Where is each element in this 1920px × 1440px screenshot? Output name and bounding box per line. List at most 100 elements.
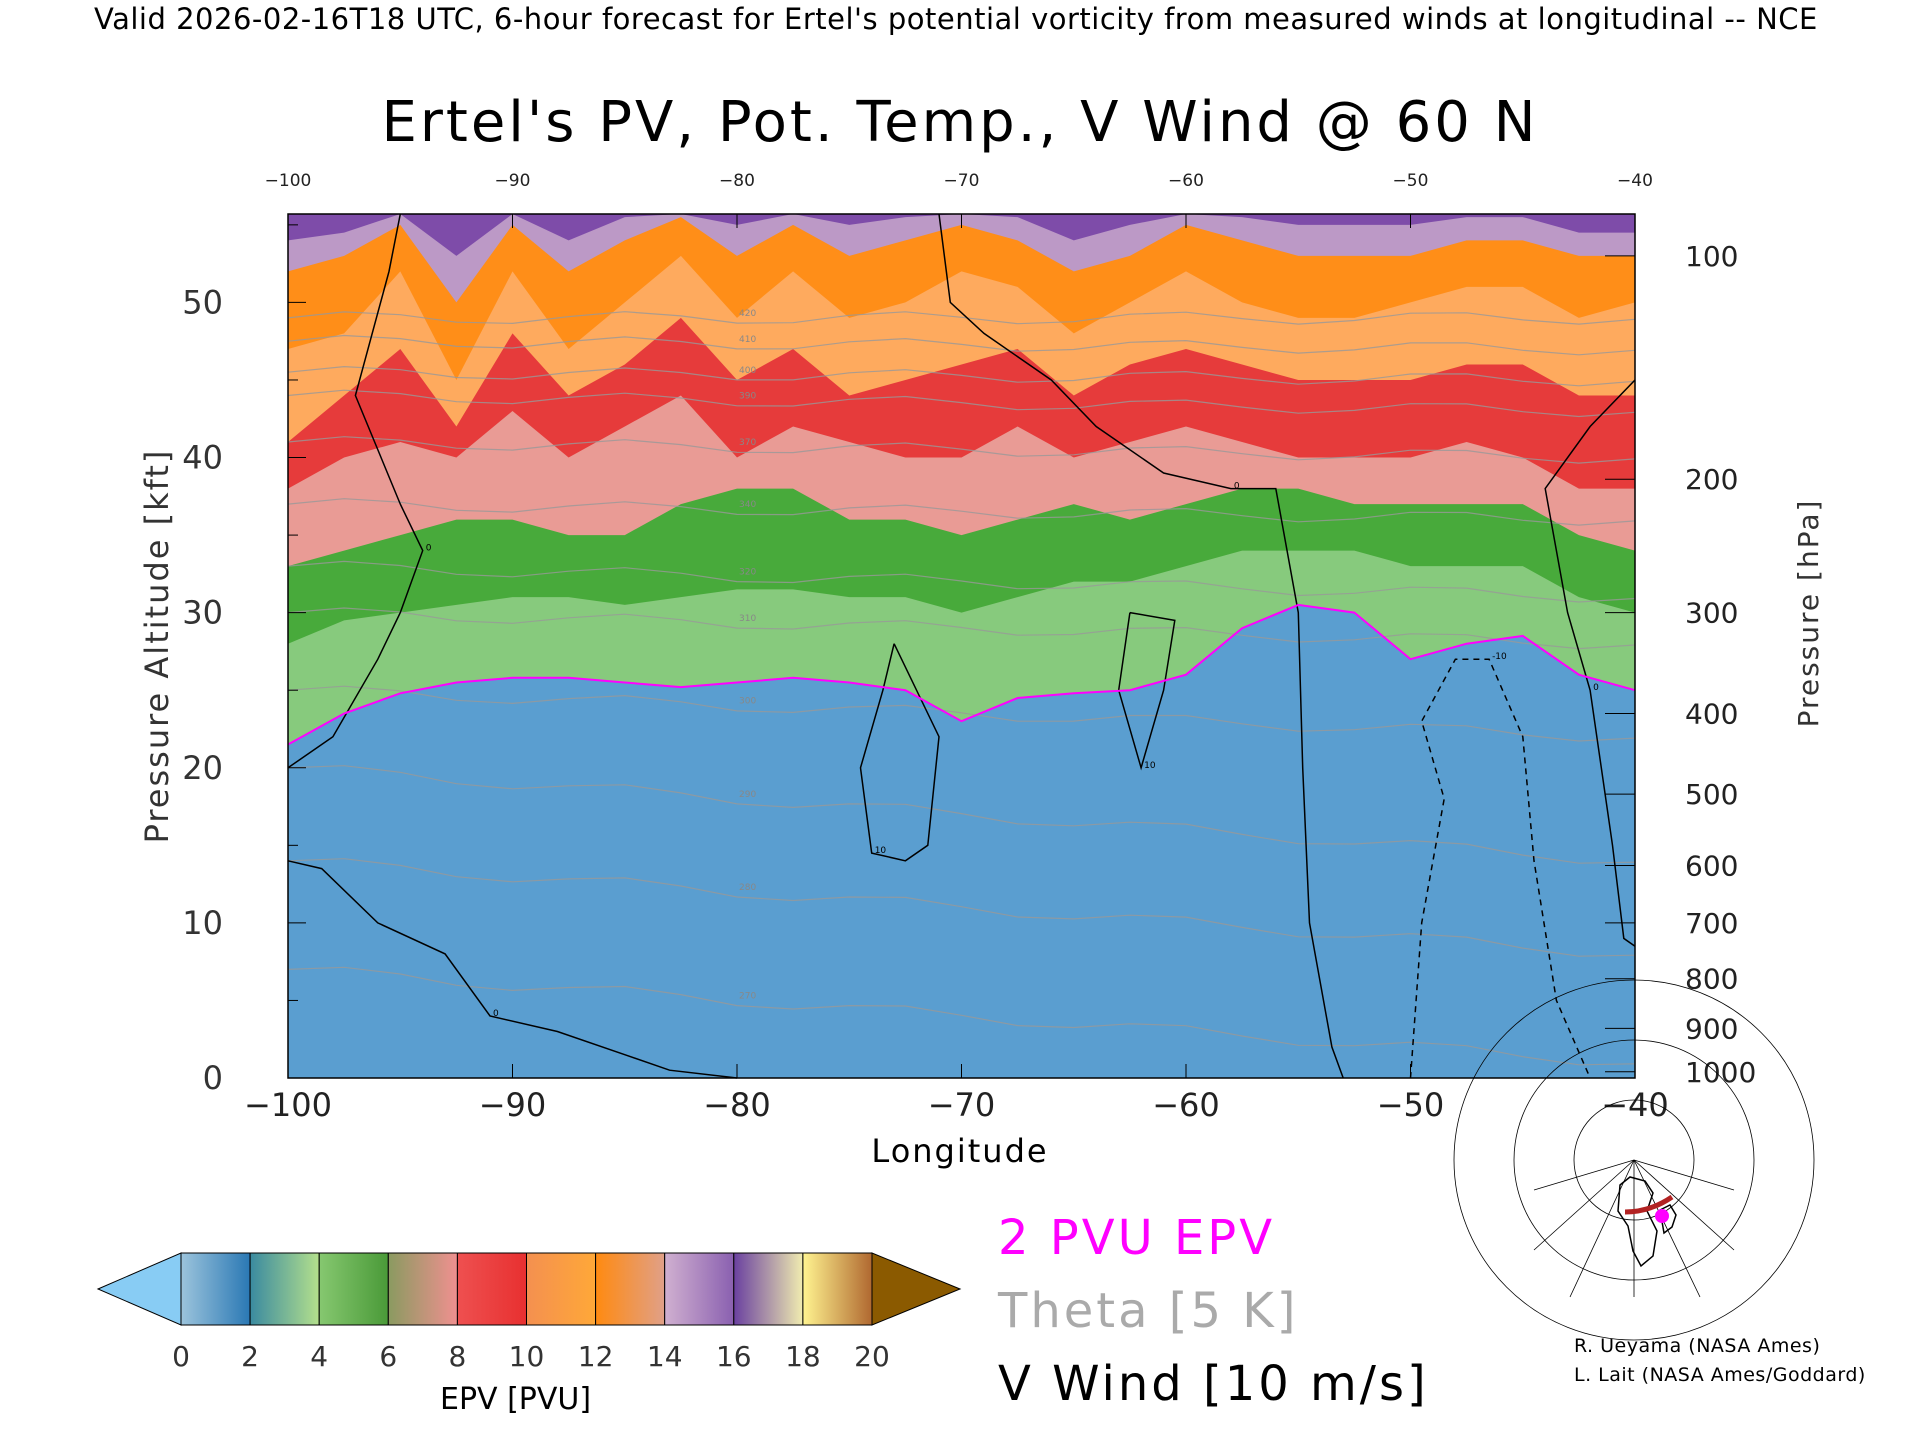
colorbar-tick-label: 14 [647,1340,683,1373]
x-tick-label-top: −100 [265,171,312,191]
locator-map [1453,979,1815,1341]
v-wind-label: -10 [1492,652,1507,662]
y2-axis-label: Pressure [hPa] [1792,499,1825,728]
theta-label: 340 [739,500,756,510]
theta-line [287,607,1636,650]
y-axis-label: Pressure Altitude [kft] [138,449,176,844]
x-tick-label-top: −60 [1168,171,1204,191]
colorbar-tick-label: 6 [379,1340,397,1373]
pressure-tick-label: 1000 [1685,1056,1756,1089]
theta-label: 310 [739,614,756,624]
v-wind-contours: 0 0 0 10 10 0 -10 [287,213,1636,1079]
v-wind-contour [859,643,940,862]
y-tick-label: 50 [182,283,223,321]
theta-line [287,389,1636,418]
theta-label: 400 [739,366,756,376]
meridian-line [1533,1159,1635,1251]
latitude-circle [1453,979,1815,1341]
colorbar: 0 2 4 6 8 10 12 14 16 18 20 [96,1252,962,1373]
x-tick-label: −100 [244,1086,332,1124]
valid-time-line: Valid 2026-02-16T18 UTC, 6-hour forecast… [94,2,1818,36]
pressure-tick-label: 900 [1685,1012,1738,1045]
theta-line [287,436,1636,464]
theta-label: 390 [739,392,756,402]
x-axis-label: Longitude [871,1132,1048,1170]
colorbar-segment [526,1252,597,1326]
colorbar-tick-label: 2 [241,1340,259,1373]
v-wind-label: 10 [1144,761,1156,771]
coastline [1617,1176,1658,1268]
pressure-tick-label: 400 [1685,697,1738,730]
colorbar-segment [802,1252,873,1326]
meridian-line [1533,1159,1635,1191]
colorbar-under-arrow [96,1252,182,1326]
pressure-tick-label: 600 [1685,849,1738,882]
legend-wind: V Wind [10 m/s] [998,1356,1429,1412]
colorbar-tick-label: 8 [448,1340,466,1373]
meridian-line [1633,1159,1701,1298]
colorbar-tick-label: 18 [785,1340,821,1373]
y-tick-label: 20 [182,749,223,787]
y-tick-label: 0 [203,1059,223,1097]
theta-line [287,311,1636,325]
v-wind-label: 0 [1593,683,1599,693]
theta-line [287,858,1636,957]
v-wind-label: 10 [875,846,887,856]
theta-label: 280 [739,883,756,893]
legend-theta: Theta [5 K] [998,1283,1299,1339]
colorbar-label: EPV [PVU] [440,1382,592,1417]
theta-label: 370 [739,438,756,448]
axes: −100 −100 −90 −90 −80 −80 −70 −70 −60 −60 −50 −50 −4… [182,171,1756,1124]
v-wind-contour [938,213,1344,1079]
colorbar-tick-label: 10 [509,1340,545,1373]
theta-label: 270 [739,991,756,1001]
colorbar-segment [180,1252,251,1326]
x-tick-label: −50 [1377,1086,1445,1124]
x-tick-label-top: −80 [719,171,755,191]
v-wind-contour [1117,611,1176,771]
x-tick-label-top: −50 [1393,171,1429,191]
credit-line: L. Lait (NASA Ames/Goddard) [1574,1364,1866,1386]
coastline [1659,1204,1677,1235]
pressure-tick-label: 500 [1685,778,1738,811]
cross-section-track [1624,1194,1674,1215]
colorbar-segment [249,1252,320,1326]
epv-band-14 [288,214,1635,303]
colorbar-tick-label: 4 [310,1340,328,1373]
colorbar-tick-label: 12 [578,1340,614,1373]
colorbar-segment [595,1252,666,1326]
colorbar-segment [664,1252,735,1326]
credit-line: R. Ueyama (NASA Ames) [1574,1335,1821,1357]
colorbar-segment [318,1252,389,1326]
theta-line [287,560,1636,603]
y-tick-label: 40 [182,439,223,477]
theta-lines: 270 280 290 300 310 320 340 370 390 400 410 420 [287,309,1636,1066]
epv-band-16 [288,214,1635,256]
theta-line [287,498,1636,526]
legend-pvu: 2 PVU EPV [998,1210,1276,1266]
colorbar-segment [733,1252,804,1326]
y-tick-label: 10 [182,904,223,942]
v-wind-label: 0 [493,1009,499,1019]
x-tick-label: −60 [1152,1086,1220,1124]
x-tick-label-top: −90 [495,171,531,191]
meridian-line [1633,1159,1735,1191]
colorbar-segment [387,1252,458,1326]
theta-line [287,365,1636,387]
x-tick-label-top: −70 [944,171,980,191]
location-marker [1655,1209,1669,1223]
pressure-tick-label: 200 [1685,463,1738,496]
theta-line [287,765,1636,864]
chart-title: Ertel's PV, Pot. Temp., V Wind @ 60 N [381,90,1539,155]
theta-line [287,966,1636,1066]
x-tick-label: −90 [479,1086,547,1124]
pressure-tick-label: 700 [1685,907,1738,940]
theta-line [287,685,1636,742]
pressure-tick-label: 100 [1685,240,1738,273]
x-tick-label: −80 [703,1086,771,1124]
colorbar-tick-label: 20 [854,1340,890,1373]
theta-label: 300 [739,697,756,707]
pressure-tick-label: 800 [1685,963,1738,996]
y-tick-label: 30 [182,594,223,632]
